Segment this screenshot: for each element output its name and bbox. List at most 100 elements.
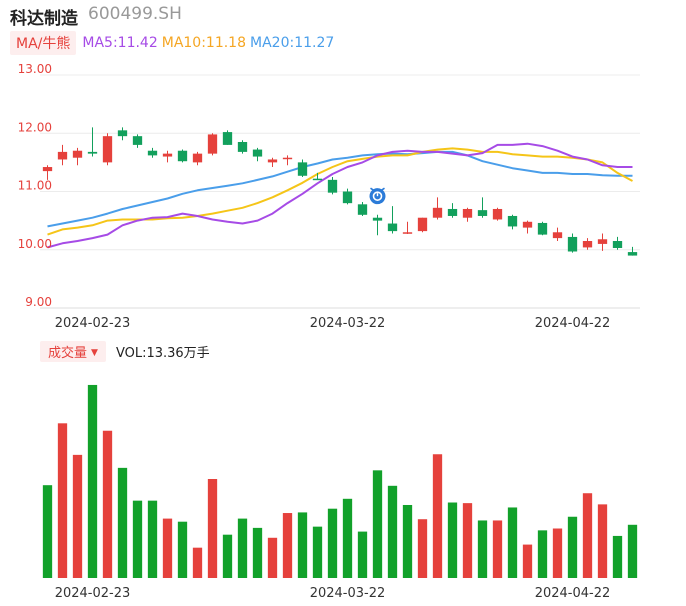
candle-body — [552, 232, 563, 239]
y-tick-label: 10.00 — [18, 237, 52, 251]
candle-body — [417, 217, 428, 232]
volume-bar — [57, 423, 68, 578]
candle-body — [447, 208, 458, 216]
candle-body — [537, 222, 548, 235]
stock-code: 600499.SH — [88, 4, 182, 24]
alarm-clock-bell-right — [381, 187, 385, 191]
volume-bar — [162, 518, 173, 578]
volume-x-tick-label: 2024-03-22 — [310, 586, 386, 601]
volume-date-axis-labels: 2024-02-23 2024-03-22 2024-04-22 — [55, 586, 611, 601]
candle — [192, 151, 203, 166]
alarm-clock-bell-left — [370, 187, 374, 191]
candle-body — [462, 208, 473, 218]
volume-bar — [492, 520, 503, 578]
volume-bar — [297, 512, 308, 578]
y-tick-label: 9.00 — [25, 295, 52, 309]
candle-body — [312, 178, 323, 181]
x-tick-label: 2024-04-22 — [535, 316, 611, 331]
alarm-clock-icon[interactable] — [369, 187, 386, 205]
candlestick-series — [42, 127, 638, 256]
candle-body — [357, 204, 368, 215]
volume-bar — [357, 531, 368, 578]
candle — [237, 140, 248, 154]
volume-legend: 成交量 ▼ VOL:13.36万手 — [40, 340, 210, 362]
moving-average-lines — [47, 142, 633, 249]
volume-bar — [342, 498, 353, 578]
volume-bar — [432, 454, 443, 578]
candle-body — [252, 149, 263, 157]
candle — [447, 203, 458, 218]
candle — [312, 172, 323, 181]
candle-body — [102, 136, 113, 163]
volume-toggle-button[interactable]: 成交量 ▼ — [40, 340, 106, 362]
volume-bar — [552, 528, 563, 578]
candle-body — [237, 141, 248, 152]
volume-bars — [42, 384, 638, 578]
candle — [387, 206, 398, 234]
candle-body — [612, 241, 623, 249]
x-tick-label: 2024-03-22 — [310, 316, 386, 331]
volume-bar — [177, 521, 188, 578]
candle — [582, 238, 593, 250]
candle — [537, 221, 548, 236]
volume-bar — [402, 504, 413, 578]
candle-body — [87, 151, 98, 154]
candle-body — [282, 157, 293, 160]
candle — [102, 133, 113, 166]
candle — [87, 127, 98, 157]
candle-body — [387, 223, 398, 232]
ma20-line — [47, 150, 633, 228]
volume-bar — [42, 485, 53, 578]
y-tick-label: 11.00 — [18, 179, 52, 193]
candle — [327, 176, 338, 195]
candle-body — [132, 136, 143, 145]
volume-bar — [627, 524, 638, 578]
price-axis-labels: 13.00 12.00 11.00 10.00 9.00 — [18, 62, 52, 309]
volume-bar — [87, 384, 98, 578]
volume-bar — [327, 508, 338, 578]
volume-toggle-label: 成交量 — [48, 345, 88, 361]
candle — [297, 159, 308, 177]
volume-bar — [567, 516, 578, 578]
candle-body — [72, 150, 83, 158]
candle-body — [372, 217, 383, 221]
candle — [267, 157, 278, 168]
candle — [627, 246, 638, 256]
candle — [552, 227, 563, 242]
volume-x-tick-label: 2024-02-23 — [55, 586, 131, 601]
volume-bar — [282, 513, 293, 578]
candle — [522, 220, 533, 234]
ma20-legend: MA20:11.27 — [250, 35, 335, 51]
candle-body — [567, 236, 578, 252]
candle-body — [627, 252, 638, 256]
volume-bar — [582, 493, 593, 578]
volume-bar — [102, 430, 113, 578]
volume-bar — [252, 527, 263, 578]
candle-body — [192, 153, 203, 163]
volume-bar — [72, 454, 83, 578]
candle — [492, 207, 503, 221]
volume-bar — [267, 537, 278, 578]
y-tick-label: 13.00 — [18, 62, 52, 76]
price-grid — [40, 74, 640, 309]
candle — [342, 188, 353, 205]
candle-body — [492, 208, 503, 220]
candle — [357, 201, 368, 216]
candle — [57, 144, 68, 166]
volume-bar — [237, 518, 248, 578]
candle-body — [477, 210, 488, 216]
candle-body — [342, 191, 353, 204]
candle-body — [207, 134, 218, 154]
candle — [147, 147, 158, 158]
volume-bar — [117, 467, 128, 578]
candle-body — [507, 215, 518, 227]
candle — [372, 214, 383, 236]
alarm-clock-dial — [372, 191, 383, 201]
candle-body — [432, 207, 443, 218]
ma10-legend: MA10:11.18 — [161, 35, 247, 51]
ma-toggle-button[interactable]: MA/牛熊 — [10, 31, 77, 55]
volume-bar — [387, 485, 398, 578]
date-axis-labels: 2024-02-23 2024-03-22 2024-04-22 — [55, 316, 611, 331]
candle-body — [147, 150, 158, 156]
